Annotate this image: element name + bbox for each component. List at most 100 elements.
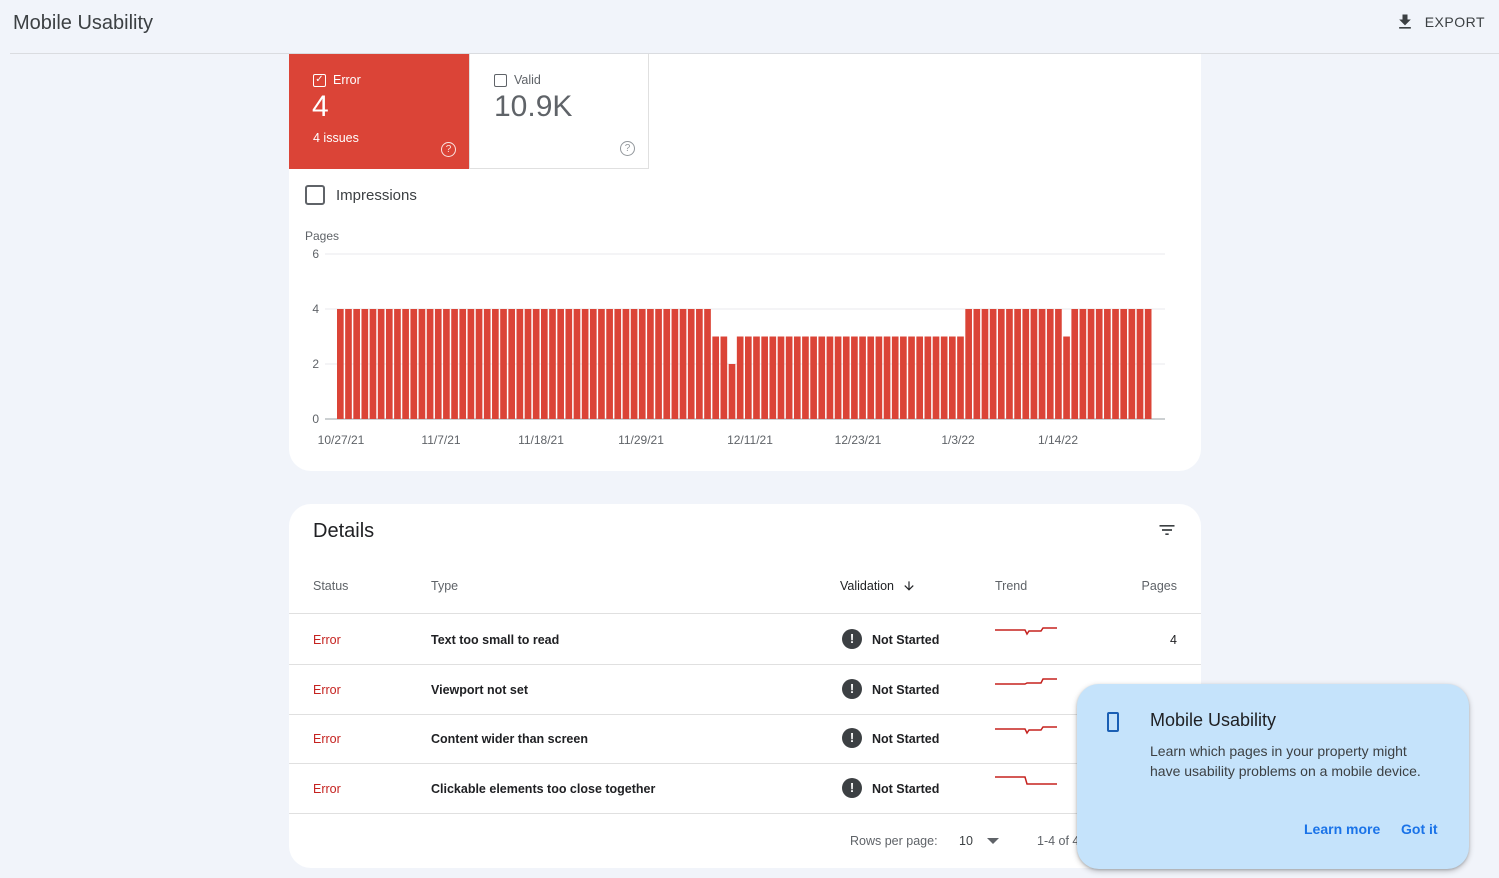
chart-bar bbox=[1144, 309, 1152, 419]
details-card: Details Status Type Validation Trend Pag… bbox=[289, 504, 1201, 868]
chart-bar bbox=[459, 309, 467, 419]
got-it-button[interactable]: Got it bbox=[1401, 821, 1438, 837]
chart-bar bbox=[1120, 309, 1128, 419]
chart-bar bbox=[949, 336, 956, 419]
impressions-toggle[interactable]: Impressions bbox=[305, 185, 417, 205]
valid-checkbox[interactable]: Valid bbox=[494, 73, 541, 87]
chart-bar bbox=[647, 309, 654, 419]
filter-icon[interactable] bbox=[1157, 520, 1177, 540]
chart-bar bbox=[1022, 309, 1030, 419]
chart-bar bbox=[638, 309, 646, 419]
chart-bar bbox=[1038, 309, 1046, 419]
chart-bar bbox=[1071, 309, 1079, 419]
header-divider bbox=[10, 53, 1499, 54]
alert-icon: ! bbox=[842, 777, 862, 798]
chart-bar bbox=[940, 336, 948, 419]
chart-bar bbox=[859, 336, 866, 419]
chart-bar bbox=[973, 309, 981, 419]
trend-sparkline bbox=[995, 726, 1057, 735]
error-tile-label: Error bbox=[333, 73, 361, 87]
chart-bar bbox=[1136, 309, 1144, 419]
error-tile[interactable]: ✓ Error 4 4 issues ? bbox=[289, 54, 469, 169]
row-validation: Not Started bbox=[872, 682, 940, 697]
smartphone-icon bbox=[1107, 712, 1119, 732]
error-issues: 4 issues bbox=[313, 131, 359, 145]
chart-bar bbox=[402, 309, 409, 419]
page-title: Mobile Usability bbox=[13, 12, 154, 34]
chart-bar bbox=[663, 309, 671, 419]
row-status: Error bbox=[313, 732, 341, 746]
row-validation: Not Started bbox=[872, 633, 940, 647]
chart-bar bbox=[851, 336, 858, 419]
chart-bar bbox=[426, 309, 434, 419]
column-trend[interactable]: Trend bbox=[995, 579, 1028, 593]
download-icon bbox=[1398, 14, 1411, 29]
trend-sparkline bbox=[995, 627, 1057, 636]
checkbox-unchecked-icon bbox=[305, 185, 325, 205]
column-validation-sorted[interactable]: Validation bbox=[840, 579, 916, 593]
chart-bar bbox=[1087, 309, 1095, 419]
impressions-label: Impressions bbox=[336, 186, 417, 204]
valid-tile[interactable]: Valid 10.9K ? bbox=[469, 54, 649, 169]
rows-per-page-select[interactable]: 10 bbox=[959, 834, 999, 848]
y-tick-label: 6 bbox=[312, 247, 319, 261]
chart-bar bbox=[981, 309, 989, 419]
chart-bar bbox=[410, 309, 418, 419]
chart-bar bbox=[598, 309, 605, 419]
row-status: Error bbox=[313, 633, 341, 647]
learn-more-link[interactable]: Learn more bbox=[1304, 821, 1381, 837]
chart-bar bbox=[712, 336, 720, 419]
chart-bar bbox=[867, 336, 875, 419]
chart-bar bbox=[900, 336, 907, 419]
export-button[interactable]: EXPORT bbox=[1395, 12, 1485, 32]
chart-bar bbox=[565, 309, 573, 419]
chart-bar bbox=[394, 309, 401, 419]
chart-bar bbox=[891, 336, 899, 419]
chart-bar bbox=[377, 309, 385, 419]
table-row[interactable]: Error Clickable elements too close toget… bbox=[289, 764, 1201, 814]
chart-bar bbox=[728, 364, 736, 419]
row-type: Clickable elements too close together bbox=[431, 781, 656, 796]
column-type[interactable]: Type bbox=[431, 579, 459, 593]
rows-per-page-value: 10 bbox=[959, 834, 973, 848]
top-bar: Mobile Usability EXPORT bbox=[0, 0, 1499, 54]
row-validation: Not Started bbox=[872, 781, 940, 796]
chart-bar bbox=[932, 336, 940, 419]
dropdown-arrow-icon bbox=[986, 838, 999, 844]
tooltip-title: Mobile Usability bbox=[1150, 710, 1277, 730]
chart-bar bbox=[1128, 309, 1136, 419]
chart-bar bbox=[492, 309, 499, 419]
column-status[interactable]: Status bbox=[313, 579, 349, 593]
chart-bar bbox=[451, 309, 458, 419]
chart-bar bbox=[557, 309, 564, 419]
x-tick-label: 1/14/22 bbox=[1038, 433, 1078, 447]
chart-bar bbox=[671, 309, 679, 419]
table-row[interactable]: Error Viewport not set ! Not Started 4 bbox=[289, 665, 1201, 715]
chart-bar bbox=[736, 336, 744, 419]
chart-bar bbox=[1014, 309, 1021, 419]
chart-bar bbox=[581, 309, 589, 419]
chart-bar bbox=[818, 336, 826, 419]
table-row[interactable]: Error Content wider than screen ! Not St… bbox=[289, 714, 1201, 764]
help-icon[interactable]: ? bbox=[620, 141, 635, 156]
error-checkbox[interactable]: ✓ Error bbox=[313, 73, 361, 87]
help-icon[interactable]: ? bbox=[441, 142, 456, 157]
chart-bar bbox=[1046, 309, 1054, 419]
checkbox-unchecked-icon bbox=[494, 73, 507, 87]
chart-bar bbox=[434, 309, 442, 419]
row-status: Error bbox=[313, 781, 341, 796]
chart-bar bbox=[810, 336, 817, 419]
table-row[interactable]: Error Text too small to read ! Not Start… bbox=[289, 615, 1201, 665]
x-tick-label: 1/3/22 bbox=[941, 433, 975, 447]
alert-icon: ! bbox=[842, 629, 862, 649]
chart-bar bbox=[802, 336, 809, 419]
column-pages[interactable]: Pages bbox=[1141, 579, 1177, 593]
valid-tile-label: Valid bbox=[514, 73, 541, 87]
chart-bar bbox=[549, 309, 556, 419]
chart-bar bbox=[1112, 309, 1119, 419]
chart-bar bbox=[1104, 309, 1111, 419]
x-tick-label: 10/27/21 bbox=[318, 433, 365, 447]
chart-bar bbox=[369, 309, 377, 419]
chart-bar bbox=[524, 309, 532, 419]
rows-per-page-label: Rows per page: bbox=[850, 834, 938, 848]
